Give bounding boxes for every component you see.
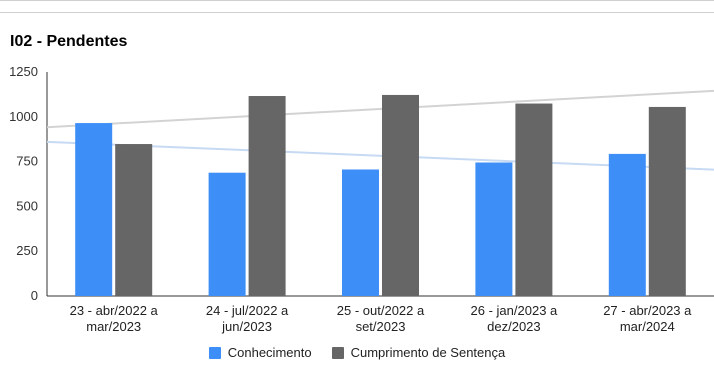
x-tick-label: 24 - jul/2022 a	[206, 303, 289, 318]
bar-cumprimento-4[interactable]	[648, 106, 686, 296]
trendlines	[46, 89, 714, 171]
legend-item-conhecimento[interactable]: Conhecimento	[208, 345, 312, 360]
top-divider	[0, 12, 714, 13]
x-tick-label: dez/2023	[487, 319, 541, 334]
legend: Conhecimento Cumprimento de Sentença	[0, 345, 714, 360]
bar-conhecimento-2[interactable]	[342, 169, 379, 296]
x-tick-label: jun/2023	[221, 319, 272, 334]
chart-title: I02 - Pendentes	[10, 33, 128, 50]
y-tick-label: 1250	[9, 64, 38, 79]
bars	[75, 94, 686, 297]
legend-item-cumprimento[interactable]: Cumprimento de Sentença	[331, 345, 506, 360]
y-tick-label: 250	[16, 243, 38, 258]
bar-conhecimento-4[interactable]	[608, 153, 646, 296]
bar-conhecimento-1[interactable]	[208, 172, 246, 296]
legend-swatch-conhecimento	[208, 346, 221, 359]
y-tick-label: 750	[16, 154, 38, 169]
x-tick-label: mar/2023	[86, 319, 141, 334]
x-tick-label: 25 - out/2022 a	[337, 303, 425, 318]
bar-conhecimento-3[interactable]	[475, 162, 513, 296]
legend-swatch-cumprimento	[331, 346, 344, 359]
bar-cumprimento-2[interactable]	[382, 94, 419, 297]
bar-cumprimento-3[interactable]	[515, 103, 553, 296]
y-tick-labels: 0 250 500 750 1000 1250	[9, 64, 38, 303]
bar-cumprimento-1[interactable]	[248, 96, 286, 296]
y-tick-label: 1000	[9, 109, 38, 124]
x-tick-label: mar/2024	[620, 319, 675, 334]
trendline-1	[46, 89, 714, 129]
legend-label-cumprimento: Cumprimento de Sentença	[350, 345, 506, 360]
bar-conhecimento-0[interactable]	[75, 123, 113, 297]
trendline-0	[46, 140, 714, 171]
y-tick-label: 0	[31, 288, 38, 303]
x-tick-label: 23 - abr/2022 a	[70, 303, 159, 318]
x-tick-label: set/2023	[356, 319, 406, 334]
legend-label-conhecimento: Conhecimento	[227, 345, 312, 360]
x-tick-label: 26 - jan/2023 a	[471, 303, 559, 318]
y-tick-label: 500	[16, 198, 38, 213]
x-tick-label: 27 - abr/2023 a	[603, 303, 692, 318]
bar-cumprimento-0[interactable]	[115, 144, 153, 296]
